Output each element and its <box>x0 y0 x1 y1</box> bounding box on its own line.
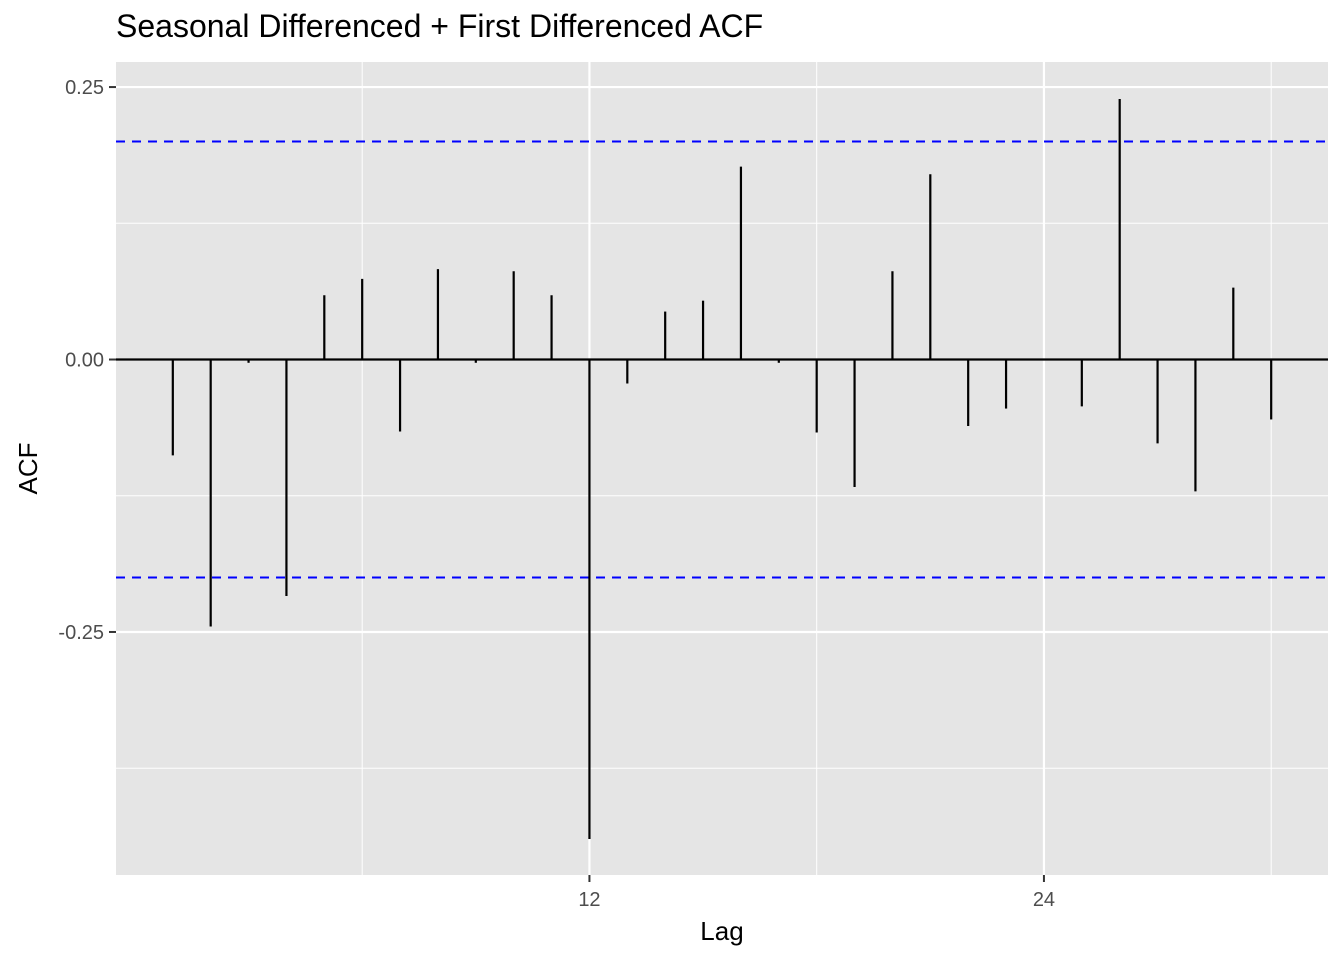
y-axis: 0.25 0.00 -0.25 <box>58 77 116 644</box>
x-axis: 12 24 <box>578 875 1055 911</box>
acf-spikes <box>171 99 1273 840</box>
chart-title: Seasonal Differenced + First Differenced… <box>116 8 764 44</box>
y-axis-title: ACF <box>13 443 43 495</box>
confidence-bounds <box>116 140 1328 579</box>
y-tick-label: -0.25 <box>58 622 104 644</box>
y-tick-label: 0.25 <box>65 77 104 99</box>
x-tick-label: 12 <box>578 889 600 911</box>
grid-minor <box>116 62 1328 875</box>
plot-panel <box>116 62 1328 875</box>
y-tick-label: 0.00 <box>65 350 104 372</box>
x-tick-label: 24 <box>1033 889 1055 911</box>
x-axis-title: Lag <box>700 916 743 946</box>
